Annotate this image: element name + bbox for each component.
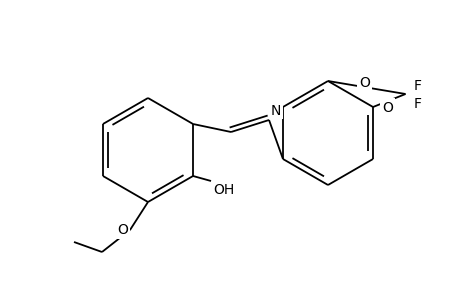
Text: F: F bbox=[413, 79, 420, 93]
Text: N: N bbox=[270, 104, 281, 118]
Text: O: O bbox=[358, 76, 369, 89]
Text: O: O bbox=[381, 100, 392, 115]
Text: O: O bbox=[117, 223, 128, 237]
Text: OH: OH bbox=[213, 183, 234, 197]
Text: F: F bbox=[413, 97, 420, 111]
